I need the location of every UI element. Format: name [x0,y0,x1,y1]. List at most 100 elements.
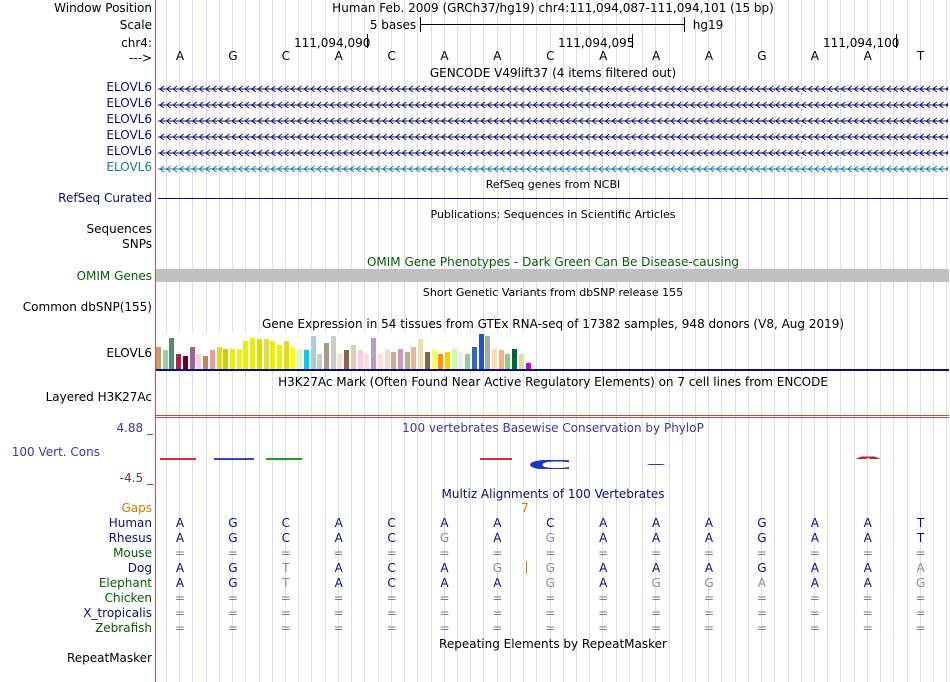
aligned-base[interactable]: = [545,621,556,635]
gtex-tissue-bar[interactable] [330,336,336,369]
aligned-base[interactable]: C [387,576,396,590]
aligned-base[interactable]: A [863,576,872,590]
gtex-tissue-bar[interactable] [263,339,269,369]
aligned-base[interactable]: A [810,576,819,590]
gtex-tissue-bar[interactable] [404,352,410,369]
aligned-base[interactable]: = [545,606,556,620]
aligned-base[interactable]: = [174,591,186,605]
aligned-base[interactable]: G [545,531,555,545]
aligned-base[interactable]: G [492,561,503,575]
phylop-score-mark[interactable] [480,458,512,460]
aligned-base[interactable]: = [809,621,820,635]
gtex-tissue-bar[interactable] [371,338,376,369]
gtex-tissue-bar[interactable] [297,349,303,369]
aligned-base[interactable]: = [756,591,767,605]
species-label[interactable]: Dog [127,561,152,575]
phylop-logo-letter[interactable]: A [791,455,839,459]
gtex-tissue-bar[interactable] [451,349,457,369]
gtex-tissue-bar[interactable] [465,354,471,369]
aligned-base[interactable]: C [281,531,290,545]
insertion-marker[interactable] [526,561,527,574]
reference-base[interactable]: A [651,49,661,63]
gtex-tissue-bar[interactable] [424,352,430,369]
aligned-base[interactable]: = [227,606,238,620]
gencode-gene-model[interactable] [158,163,948,173]
aligned-base[interactable]: C [387,531,396,545]
species-label[interactable]: X_tropicalis [83,606,152,620]
publications-track-title[interactable]: Publications: Sequences in Scientific Ar… [430,208,676,221]
aligned-base[interactable]: = [439,606,450,620]
aligned-base[interactable]: G [228,561,238,575]
omim-phenotype-bar[interactable] [156,269,949,282]
gtex-tissue-bar[interactable] [256,339,262,369]
gtex-tissue-bar[interactable] [203,356,208,369]
aligned-base[interactable]: = [809,546,820,560]
aligned-base[interactable]: = [915,546,926,560]
aligned-base[interactable]: G [545,561,555,575]
aligned-base[interactable]: = [545,591,556,605]
aligned-base[interactable]: A [175,516,185,530]
gtex-tissue-bar[interactable] [229,349,235,369]
aligned-base[interactable]: = [439,621,450,635]
gtex-tissue-bar[interactable] [411,347,417,369]
reference-base[interactable]: C [387,49,396,63]
species-label[interactable]: Mouse [113,546,152,560]
aligned-base[interactable]: = [280,621,291,635]
aligned-base[interactable]: = [280,546,291,560]
aligned-base[interactable]: A [704,516,714,530]
aligned-base[interactable]: = [651,546,662,560]
gtex-tissue-bar[interactable] [303,350,309,369]
aligned-base[interactable]: = [280,591,291,605]
phylop-logo-letter[interactable]: A [844,452,892,459]
aligned-base[interactable]: = [809,606,820,620]
aligned-base[interactable]: A [704,531,714,545]
aligned-base[interactable]: = [492,621,503,635]
gtex-tissue-bar[interactable] [498,350,504,369]
gencode-gene-model[interactable] [158,131,948,141]
gencode-gene-model[interactable] [158,115,948,125]
gtex-tissue-bar[interactable] [512,349,518,369]
aligned-base[interactable]: = [333,621,344,635]
gtex-tissue-bar[interactable] [176,354,182,369]
aligned-base[interactable]: = [915,591,926,605]
aligned-base[interactable]: = [492,546,503,560]
aligned-base[interactable]: = [598,546,609,560]
phylop-logo-letter[interactable]: A [632,459,680,465]
gtex-tissue-bar[interactable] [243,341,249,369]
refseq-gene-line[interactable] [158,198,948,199]
gtex-tissue-bar[interactable] [377,354,383,369]
aligned-base[interactable]: A [651,531,661,545]
gtex-tissue-bar[interactable] [236,349,242,369]
aligned-base[interactable]: G [545,576,555,590]
gencode-gene-label[interactable]: ELOVL6 [106,112,152,126]
aligned-base[interactable]: G [915,576,926,590]
aligned-base[interactable]: T [282,561,290,575]
aligned-base[interactable]: = [227,621,238,635]
gtex-tissue-bar[interactable] [471,347,477,369]
gtex-tissue-bar[interactable] [438,354,444,369]
gtex-tissue-bar[interactable] [418,339,424,369]
aligned-base[interactable]: = [386,606,397,620]
gencode-gene-label[interactable]: ELOVL6 [106,160,152,174]
aligned-base[interactable]: A [651,561,661,575]
phylop-score-mark[interactable] [266,458,302,460]
phylop-score-mark[interactable] [214,458,254,460]
aligned-base[interactable]: = [809,591,820,605]
gtex-tissue-bar[interactable] [337,354,343,369]
reference-base[interactable]: A [493,49,502,63]
aligned-base[interactable]: = [598,591,609,605]
gtex-tissue-bar[interactable] [431,349,437,369]
aligned-base[interactable]: = [386,546,397,560]
dbsnp-track-label[interactable]: Common dbSNP(155) [22,300,152,314]
omim-track-label[interactable]: OMIM Genes [76,269,152,283]
aligned-base[interactable]: = [227,591,238,605]
aligned-base[interactable]: = [174,606,186,620]
aligned-base[interactable]: = [703,591,715,605]
aligned-base[interactable]: A [757,576,766,590]
gtex-tissue-bar[interactable] [458,352,464,369]
reference-base[interactable]: G [757,49,767,63]
gtex-tissue-bar[interactable] [478,334,484,369]
aligned-base[interactable]: T [282,576,290,590]
gencode-gene-label[interactable]: ELOVL6 [106,80,152,94]
aligned-base[interactable]: A [334,576,343,590]
